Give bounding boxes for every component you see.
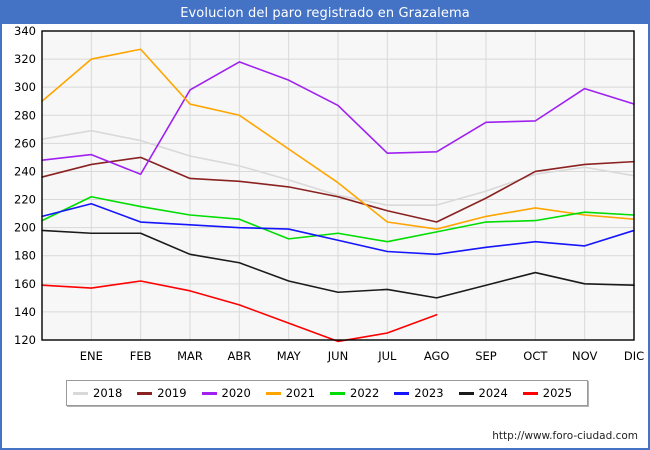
plot-area-container: 120 140 160 180 200 220 240 260 280 300 320 340 ENE… xyxy=(2,24,648,448)
x-tick-label: SEP xyxy=(475,349,497,363)
x-axis-ticks: ENE FEB MAR ABR MAY JUN JUL AGO SEP OCT NOV DIC xyxy=(80,349,644,363)
series-line-2022 xyxy=(41,195,635,243)
data-series-group xyxy=(41,48,635,343)
x-tick-label: DIC xyxy=(624,349,644,363)
footer-url: http://www.foro-ciudad.com xyxy=(492,430,638,442)
legend-label: 2018 xyxy=(93,386,123,400)
series-line-2023 xyxy=(41,202,635,256)
y-tick-label: 180 xyxy=(14,249,36,263)
x-tick-label: ENE xyxy=(80,349,103,363)
legend-item-2025[interactable]: 2025 xyxy=(522,386,585,400)
series-line-2021 xyxy=(41,48,635,230)
series-line-2019 xyxy=(41,156,635,223)
line-chart: 120 140 160 180 200 220 240 260 280 300 320 340 ENE… xyxy=(14,24,644,363)
x-tick-label: MAR xyxy=(177,349,203,363)
legend-item-2020[interactable]: 2020 xyxy=(201,386,264,400)
grid-lines xyxy=(42,30,634,341)
x-tick-label: JUL xyxy=(377,349,397,363)
page-title: Evolucion del paro registrado en Grazale… xyxy=(180,5,470,21)
legend-item-2019[interactable]: 2019 xyxy=(137,386,199,400)
series-line-2018 xyxy=(41,129,635,206)
y-tick-label: 340 xyxy=(14,24,36,38)
x-tick-label: NOV xyxy=(572,349,597,363)
y-tick-label: 280 xyxy=(14,108,36,122)
x-tick-label: ABR xyxy=(227,349,251,363)
legend-item-2024[interactable]: 2024 xyxy=(458,386,521,400)
series-line-2024 xyxy=(41,229,635,299)
y-tick-label: 320 xyxy=(14,52,36,66)
legend-label: 2025 xyxy=(542,386,573,400)
legend-swatch-icon xyxy=(73,391,88,395)
y-tick-label: 200 xyxy=(14,221,36,235)
x-tick-label: OCT xyxy=(523,349,548,363)
legend-swatch-icon xyxy=(394,391,410,395)
x-tick-label: AGO xyxy=(424,349,450,363)
legend-swatch-icon xyxy=(522,391,538,395)
series-line-2020 xyxy=(41,61,635,176)
y-axis-ticks: 120 140 160 180 200 220 240 260 280 300 320 340 xyxy=(14,24,36,347)
legend-swatch-icon xyxy=(137,391,153,395)
legend-label: 2024 xyxy=(478,386,508,400)
y-tick-label: 300 xyxy=(14,80,36,94)
legend-label: 2023 xyxy=(414,386,444,400)
series-line-2025 xyxy=(41,280,438,343)
legend-item-2022[interactable]: 2022 xyxy=(330,386,392,400)
y-tick-label: 160 xyxy=(14,277,36,291)
legend-swatch-icon xyxy=(458,391,474,395)
y-tick-label: 140 xyxy=(14,305,36,319)
legend-swatch-icon xyxy=(265,391,281,395)
legend-item-2023[interactable]: 2023 xyxy=(394,386,456,400)
chart-title-bar: Evolucion del paro registrado en Grazale… xyxy=(2,2,648,24)
legend-item-2021[interactable]: 2021 xyxy=(265,386,328,400)
legend-label: 2021 xyxy=(285,386,316,400)
x-tick-label: MAY xyxy=(277,349,302,363)
x-tick-label: FEB xyxy=(130,349,152,363)
y-tick-label: 260 xyxy=(14,136,36,150)
legend-label: 2020 xyxy=(221,386,251,400)
y-tick-label: 240 xyxy=(14,164,36,178)
axis-lines xyxy=(41,30,635,341)
x-tick-label: JUN xyxy=(327,349,348,363)
y-tick-label: 220 xyxy=(14,193,36,207)
legend-label: 2019 xyxy=(157,386,187,400)
chart-legend: 2018 2019 2020 2021 2022 2023 2024 2025 xyxy=(66,380,588,406)
legend-swatch-icon xyxy=(330,391,345,395)
legend-item-2018[interactable]: 2018 xyxy=(73,386,135,400)
legend-swatch-icon xyxy=(201,391,217,395)
legend-label: 2022 xyxy=(350,386,380,400)
y-tick-label: 120 xyxy=(14,333,36,347)
